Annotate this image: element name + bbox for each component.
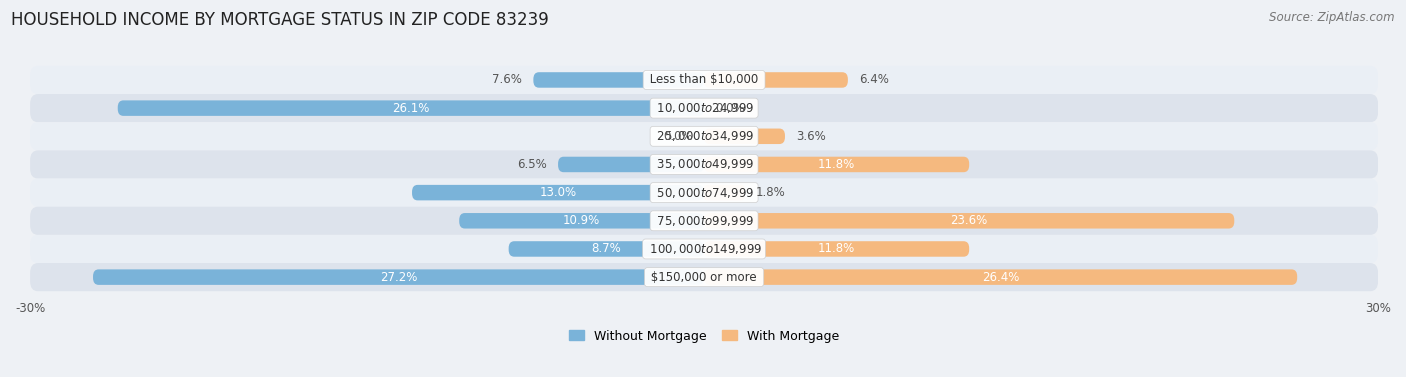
FancyBboxPatch shape: [118, 100, 704, 116]
FancyBboxPatch shape: [704, 72, 848, 88]
Text: $35,000 to $49,999: $35,000 to $49,999: [652, 158, 755, 172]
Text: 6.5%: 6.5%: [517, 158, 547, 171]
Text: Source: ZipAtlas.com: Source: ZipAtlas.com: [1270, 11, 1395, 24]
FancyBboxPatch shape: [93, 270, 704, 285]
Text: 23.6%: 23.6%: [950, 214, 988, 227]
Text: HOUSEHOLD INCOME BY MORTGAGE STATUS IN ZIP CODE 83239: HOUSEHOLD INCOME BY MORTGAGE STATUS IN Z…: [11, 11, 548, 29]
FancyBboxPatch shape: [460, 213, 704, 228]
FancyBboxPatch shape: [30, 179, 1378, 207]
Text: $10,000 to $24,999: $10,000 to $24,999: [652, 101, 755, 115]
Text: 13.0%: 13.0%: [540, 186, 576, 199]
Text: 26.4%: 26.4%: [981, 271, 1019, 284]
FancyBboxPatch shape: [509, 241, 704, 257]
Text: 10.9%: 10.9%: [562, 214, 600, 227]
FancyBboxPatch shape: [704, 129, 785, 144]
FancyBboxPatch shape: [704, 213, 1234, 228]
Text: 0.0%: 0.0%: [664, 130, 693, 143]
Text: 6.4%: 6.4%: [859, 74, 889, 86]
Text: $100,000 to $149,999: $100,000 to $149,999: [645, 242, 762, 256]
FancyBboxPatch shape: [30, 66, 1378, 94]
Text: 8.7%: 8.7%: [592, 242, 621, 256]
FancyBboxPatch shape: [30, 94, 1378, 122]
FancyBboxPatch shape: [30, 263, 1378, 291]
Text: 3.6%: 3.6%: [796, 130, 825, 143]
Text: $150,000 or more: $150,000 or more: [647, 271, 761, 284]
FancyBboxPatch shape: [533, 72, 704, 88]
Text: $50,000 to $74,999: $50,000 to $74,999: [652, 185, 755, 200]
Legend: Without Mortgage, With Mortgage: Without Mortgage, With Mortgage: [569, 329, 839, 343]
FancyBboxPatch shape: [30, 150, 1378, 179]
Text: 11.8%: 11.8%: [818, 158, 855, 171]
Text: 27.2%: 27.2%: [380, 271, 418, 284]
Text: 11.8%: 11.8%: [818, 242, 855, 256]
FancyBboxPatch shape: [704, 270, 1298, 285]
FancyBboxPatch shape: [704, 185, 745, 200]
Text: 7.6%: 7.6%: [492, 74, 522, 86]
FancyBboxPatch shape: [704, 241, 969, 257]
Text: 0.0%: 0.0%: [716, 102, 745, 115]
FancyBboxPatch shape: [704, 157, 969, 172]
FancyBboxPatch shape: [30, 207, 1378, 235]
Text: 1.8%: 1.8%: [756, 186, 786, 199]
Text: $75,000 to $99,999: $75,000 to $99,999: [652, 214, 755, 228]
FancyBboxPatch shape: [412, 185, 704, 200]
Text: Less than $10,000: Less than $10,000: [647, 74, 762, 86]
FancyBboxPatch shape: [558, 157, 704, 172]
FancyBboxPatch shape: [30, 122, 1378, 150]
Text: $25,000 to $34,999: $25,000 to $34,999: [652, 129, 755, 143]
Text: 26.1%: 26.1%: [392, 102, 430, 115]
FancyBboxPatch shape: [30, 235, 1378, 263]
